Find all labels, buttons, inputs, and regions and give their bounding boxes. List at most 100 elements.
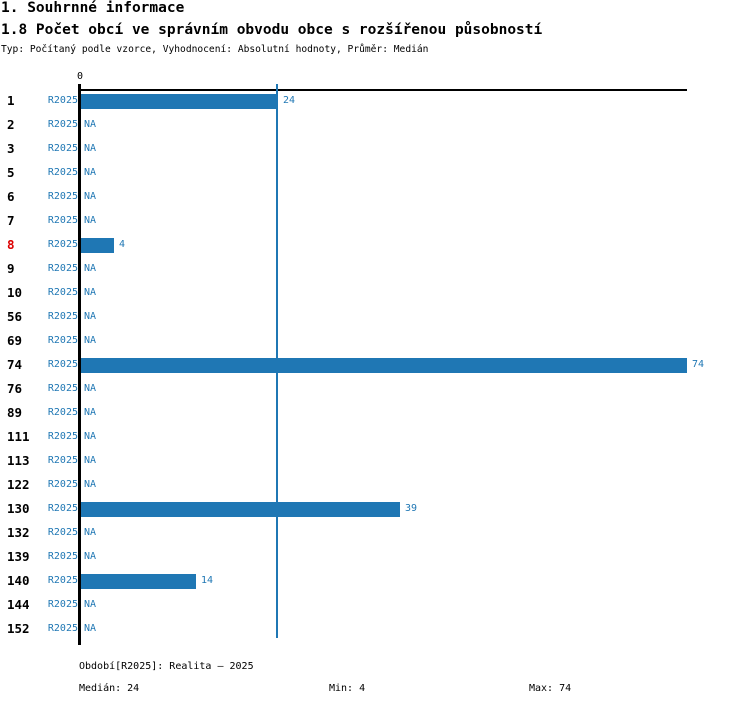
- series-label: R2025: [47, 527, 78, 538]
- value-bar: [81, 574, 196, 589]
- series-label: R2025: [47, 599, 78, 610]
- chart-meta-line: Typ: Počítaný podle vzorce, Vyhodnocení:…: [1, 44, 429, 55]
- category-label: 6: [7, 189, 15, 204]
- na-value-label: NA: [84, 167, 97, 178]
- series-label: R2025: [47, 119, 78, 130]
- category-label: 113: [7, 453, 30, 468]
- value-label: 4: [119, 239, 126, 250]
- na-value-label: NA: [84, 599, 97, 610]
- na-value-label: NA: [84, 407, 97, 418]
- chart-title: 1.8 Počet obcí ve správním obvodu obce s…: [1, 22, 543, 38]
- na-value-label: NA: [84, 119, 97, 130]
- category-label: 9: [7, 261, 15, 276]
- series-label: R2025: [47, 311, 78, 322]
- series-label: R2025: [47, 215, 78, 226]
- category-label: 139: [7, 549, 30, 564]
- median-reference-line: [276, 84, 278, 638]
- footer-max-label: Max: 74: [529, 683, 572, 694]
- category-label: 130: [7, 501, 30, 516]
- bar-row: 10 R2025 NA: [0, 281, 750, 305]
- bar-row: 74 R2025 74: [0, 353, 750, 377]
- bar-row: 111 R2025 NA: [0, 425, 750, 449]
- bar-row: 113 R2025 NA: [0, 449, 750, 473]
- value-label: 74: [692, 359, 705, 370]
- na-value-label: NA: [84, 335, 97, 346]
- series-label: R2025: [47, 239, 78, 250]
- bar-row: 2 R2025 NA: [0, 113, 750, 137]
- x-axis-zero-tick-label: 0: [76, 71, 84, 82]
- series-label: R2025: [47, 623, 78, 634]
- footer-min-label: Min: 4: [329, 683, 366, 694]
- category-label: 69: [7, 333, 23, 348]
- category-label: 7: [7, 213, 15, 228]
- series-label: R2025: [47, 191, 78, 202]
- category-label: 111: [7, 429, 30, 444]
- footer-median-label: Medián: 24: [79, 683, 140, 694]
- na-value-label: NA: [84, 479, 97, 490]
- series-label: R2025: [47, 167, 78, 178]
- category-label: 122: [7, 477, 30, 492]
- series-label: R2025: [47, 287, 78, 298]
- value-bar: [81, 502, 400, 517]
- x-axis-line: [78, 89, 687, 91]
- footer-period-label: Období[R2025]: Realita – 2025: [79, 661, 254, 672]
- series-label: R2025: [47, 95, 78, 106]
- series-label: R2025: [47, 383, 78, 394]
- bar-row: 1 R2025 24: [0, 89, 750, 113]
- series-label: R2025: [47, 263, 78, 274]
- category-label: 3: [7, 141, 15, 156]
- bar-row: 8 R2025 4: [0, 233, 750, 257]
- bar-row: 6 R2025 NA: [0, 185, 750, 209]
- category-label: 1: [7, 93, 15, 108]
- bar-row: 140 R2025 14: [0, 569, 750, 593]
- series-label: R2025: [47, 455, 78, 466]
- bar-row: 122 R2025 NA: [0, 473, 750, 497]
- na-value-label: NA: [84, 527, 97, 538]
- bar-row: 76 R2025 NA: [0, 377, 750, 401]
- bar-row: 69 R2025 NA: [0, 329, 750, 353]
- value-bar: [81, 358, 687, 373]
- bar-row: 139 R2025 NA: [0, 545, 750, 569]
- series-label: R2025: [47, 407, 78, 418]
- series-label: R2025: [47, 143, 78, 154]
- value-bar: [81, 94, 278, 109]
- na-value-label: NA: [84, 455, 97, 466]
- na-value-label: NA: [84, 215, 97, 226]
- category-label: 152: [7, 621, 30, 636]
- na-value-label: NA: [84, 431, 97, 442]
- series-label: R2025: [47, 479, 78, 490]
- na-value-label: NA: [84, 191, 97, 202]
- category-label: 144: [7, 597, 30, 612]
- na-value-label: NA: [84, 143, 97, 154]
- series-label: R2025: [47, 359, 78, 370]
- bar-row: 89 R2025 NA: [0, 401, 750, 425]
- na-value-label: NA: [84, 551, 97, 562]
- bar-row: 56 R2025 NA: [0, 305, 750, 329]
- bar-row: 130 R2025 39: [0, 497, 750, 521]
- series-label: R2025: [47, 335, 78, 346]
- value-label: 14: [201, 575, 214, 586]
- category-label: 8: [7, 237, 15, 252]
- category-label: 76: [7, 381, 23, 396]
- category-label: 140: [7, 573, 30, 588]
- value-bar: [81, 238, 114, 253]
- category-label: 2: [7, 117, 15, 132]
- na-value-label: NA: [84, 263, 97, 274]
- value-label: 39: [405, 503, 418, 514]
- na-value-label: NA: [84, 311, 97, 322]
- series-label: R2025: [47, 551, 78, 562]
- category-label: 56: [7, 309, 23, 324]
- na-value-label: NA: [84, 287, 97, 298]
- category-label: 10: [7, 285, 23, 300]
- bar-row: 5 R2025 NA: [0, 161, 750, 185]
- series-label: R2025: [47, 431, 78, 442]
- section-title: 1. Souhrnné informace: [1, 0, 185, 16]
- series-label: R2025: [47, 503, 78, 514]
- category-label: 74: [7, 357, 23, 372]
- bar-row: 3 R2025 NA: [0, 137, 750, 161]
- bar-row: 7 R2025 NA: [0, 209, 750, 233]
- category-label: 132: [7, 525, 30, 540]
- bar-row: 144 R2025 NA: [0, 593, 750, 617]
- bar-row: 152 R2025 NA: [0, 617, 750, 641]
